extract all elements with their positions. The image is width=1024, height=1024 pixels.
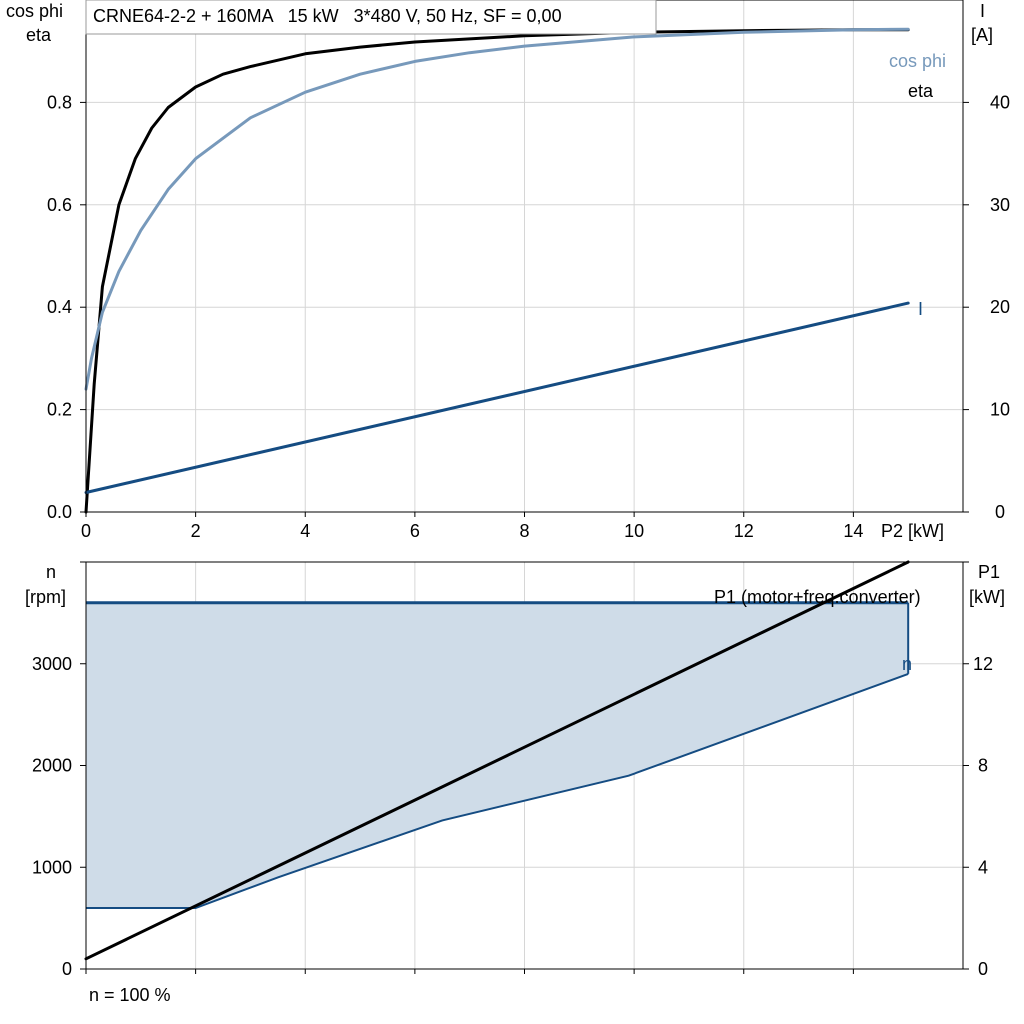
top-x-tick-label: 8 <box>519 521 529 541</box>
top-right-tick-label: 40 <box>990 92 1010 112</box>
bottom-left-tick-label: 1000 <box>32 857 72 877</box>
current-line <box>84 301 910 494</box>
top-x-tick-label: 10 <box>624 521 644 541</box>
top-left-tick-label: 0.2 <box>47 400 72 420</box>
top-right-axis-title-2: [A] <box>971 25 993 45</box>
top-left-tick-label: 0.6 <box>47 195 72 215</box>
top-right-axis-title-1: I <box>980 1 985 21</box>
bottom-right-axis-title-2: [kW] <box>969 587 1005 607</box>
bottom-right-tick-label: 0 <box>978 959 988 979</box>
top-right-tick-label: 30 <box>990 195 1010 215</box>
series-label-eta: eta <box>908 81 934 101</box>
bottom-left-axis-title-1: n <box>46 562 56 582</box>
top-right-tick-label: 20 <box>990 297 1010 317</box>
top-right-tick-label: 0 <box>995 502 1005 522</box>
series-label-p1: P1 (motor+freq.converter) <box>714 587 921 607</box>
bottom-left-tick-label: 0 <box>62 959 72 979</box>
top-left-tick-label: 0.8 <box>47 92 72 112</box>
bottom-right-tick-label: 12 <box>973 654 993 674</box>
top-x-tick-label: 2 <box>191 521 201 541</box>
bottom-right-axis-title-1: P1 <box>978 562 1000 582</box>
top-x-tick-label: 0 <box>81 521 91 541</box>
cos-phi-curve <box>84 27 910 391</box>
chart-title: CRNE64-2-2 + 160MA 15 kW 3*480 V, 50 Hz,… <box>93 6 562 26</box>
bottom-left-tick-label: 2000 <box>32 756 72 776</box>
top-x-tick-label: 4 <box>300 521 310 541</box>
speed-min-line <box>86 672 909 909</box>
top-left-tick-label: 0.4 <box>47 297 72 317</box>
top-chart-ticks: 0 2 4 6 8 10 12 14 0.0 0.2 0.4 0.6 0.8 0 10 20 30 40 <box>47 92 1010 541</box>
chart-title-box <box>85 0 657 35</box>
top-left-tick-label: 0.0 <box>47 502 72 522</box>
top-left-axis-title-1: cos phi <box>6 1 63 21</box>
speed-range-area <box>86 602 909 908</box>
speed-footnote: n = 100 % <box>89 985 171 1005</box>
series-label-current: I <box>918 299 923 319</box>
bottom-right-tick-label: 4 <box>978 857 988 877</box>
bottom-chart-series <box>84 560 910 961</box>
p1-power-line <box>84 560 910 961</box>
top-x-tick-label: 12 <box>734 521 754 541</box>
top-right-tick-label: 10 <box>990 400 1010 420</box>
top-x-axis-title: P2 [kW] <box>881 521 944 541</box>
series-label-cos-phi: cos phi <box>889 51 946 71</box>
series-label-speed: n <box>902 654 912 674</box>
bottom-left-tick-label: 3000 <box>32 654 72 674</box>
top-x-tick-label: 14 <box>843 521 863 541</box>
bottom-chart-ticks: 0 1000 2000 3000 0 4 8 12 <box>32 561 993 979</box>
bottom-left-axis-title-2: [rpm] <box>25 587 66 607</box>
top-x-tick-label: 6 <box>410 521 420 541</box>
bottom-right-tick-label: 8 <box>978 756 988 776</box>
top-left-axis-title-2: eta <box>26 25 52 45</box>
